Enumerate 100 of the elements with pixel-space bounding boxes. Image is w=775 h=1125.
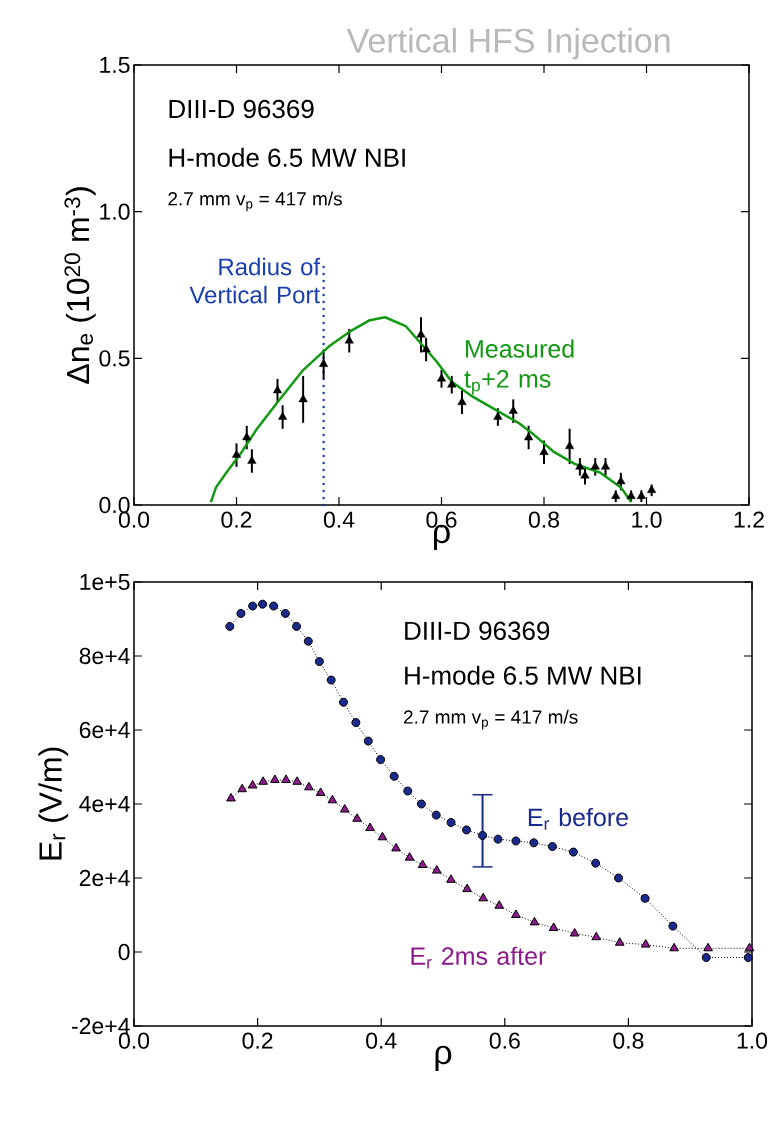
point bbox=[494, 900, 505, 909]
point bbox=[242, 432, 252, 441]
point bbox=[272, 385, 283, 394]
x-tick-label: 0.8 bbox=[613, 1032, 644, 1049]
point bbox=[614, 937, 625, 946]
point bbox=[404, 852, 415, 861]
x-tick-label: 0.4 bbox=[366, 1032, 397, 1049]
y-tick-label: 0.5 bbox=[99, 350, 130, 367]
point bbox=[247, 455, 257, 464]
y-tick-label: 8e+4 bbox=[79, 647, 130, 665]
point bbox=[416, 799, 426, 809]
point bbox=[703, 942, 713, 952]
point bbox=[231, 449, 242, 458]
ref-line-label: Radius of Vertical Port bbox=[189, 257, 321, 304]
point bbox=[365, 822, 375, 832]
annotation: H-mode 6.5 MW NBI bbox=[405, 665, 641, 685]
point bbox=[314, 657, 324, 667]
x-tick-label: 1.0 bbox=[632, 511, 662, 528]
point bbox=[547, 842, 557, 852]
point bbox=[247, 779, 258, 789]
point bbox=[744, 942, 755, 952]
point bbox=[446, 817, 456, 827]
series-label: Measured t$_{p}$+2 ms bbox=[464, 339, 574, 395]
point bbox=[640, 939, 651, 948]
point bbox=[568, 847, 578, 857]
y-axis-title: E$_{r}$ (V/m) bbox=[38, 747, 69, 860]
point bbox=[669, 942, 679, 952]
x-axis-title: ρ bbox=[435, 1045, 452, 1072]
point bbox=[281, 774, 291, 783]
annotation: 2.7 mm v$_{p}$ = 417 m/s bbox=[403, 709, 578, 730]
x-tick-label: 0.6 bbox=[489, 1032, 520, 1049]
point bbox=[298, 394, 308, 403]
point bbox=[237, 783, 247, 793]
point bbox=[270, 774, 280, 783]
point bbox=[446, 874, 456, 883]
point bbox=[403, 786, 413, 796]
point bbox=[461, 825, 471, 835]
y-tick-label: 1.0 bbox=[100, 203, 130, 220]
point bbox=[447, 379, 457, 388]
point bbox=[344, 335, 354, 344]
annotation: 2.7 mm v$_{p}$ = 417 m/s bbox=[168, 191, 342, 212]
point bbox=[600, 461, 611, 470]
point bbox=[614, 873, 624, 883]
point bbox=[351, 718, 361, 728]
point bbox=[352, 813, 362, 822]
annotation: H-mode 6.5 MW NBI bbox=[169, 147, 405, 167]
point bbox=[565, 441, 575, 450]
point bbox=[478, 892, 488, 902]
annotation: DIII-D 96369 bbox=[169, 99, 314, 119]
x-tick-label: 0.4 bbox=[323, 511, 355, 528]
point bbox=[511, 909, 521, 918]
point bbox=[493, 411, 503, 420]
point bbox=[590, 461, 600, 470]
point bbox=[225, 621, 235, 631]
point bbox=[327, 794, 338, 804]
point bbox=[315, 787, 326, 796]
point bbox=[376, 755, 386, 765]
point bbox=[339, 697, 348, 707]
y-tick-label: 1e+5 bbox=[80, 573, 130, 591]
point bbox=[421, 344, 431, 353]
point bbox=[529, 838, 539, 848]
point bbox=[319, 358, 329, 367]
point bbox=[292, 776, 302, 785]
point bbox=[743, 953, 753, 963]
point bbox=[280, 608, 290, 618]
y-tick-label: 1.5 bbox=[100, 56, 130, 74]
point bbox=[269, 601, 279, 611]
point bbox=[391, 842, 401, 852]
point bbox=[436, 373, 447, 382]
point bbox=[640, 893, 650, 903]
point bbox=[363, 736, 373, 746]
point bbox=[258, 776, 268, 785]
point bbox=[292, 621, 302, 631]
point bbox=[478, 830, 488, 840]
point bbox=[377, 831, 388, 841]
point bbox=[417, 859, 428, 869]
y-tick-label: 6e+4 bbox=[79, 721, 130, 739]
point bbox=[508, 405, 518, 414]
point bbox=[529, 916, 540, 926]
point bbox=[591, 931, 602, 941]
point bbox=[569, 927, 580, 937]
x-tick-label: 1.0 bbox=[737, 1032, 768, 1049]
point bbox=[493, 834, 503, 844]
point bbox=[701, 953, 711, 963]
point bbox=[457, 397, 467, 406]
chart-title: Vertical HFS Injection bbox=[346, 27, 670, 60]
point bbox=[303, 636, 313, 646]
point bbox=[616, 476, 626, 485]
point bbox=[462, 883, 472, 893]
x-tick-label: 0.8 bbox=[528, 511, 559, 528]
point bbox=[511, 836, 521, 846]
point bbox=[236, 608, 246, 618]
series-label: E$_{r}$ before bbox=[528, 807, 628, 830]
point bbox=[611, 490, 621, 499]
point bbox=[389, 771, 399, 781]
point bbox=[304, 781, 314, 791]
point bbox=[575, 461, 585, 470]
point bbox=[278, 411, 288, 420]
y-tick-label: 2e+4 bbox=[79, 869, 130, 887]
point bbox=[258, 599, 268, 609]
